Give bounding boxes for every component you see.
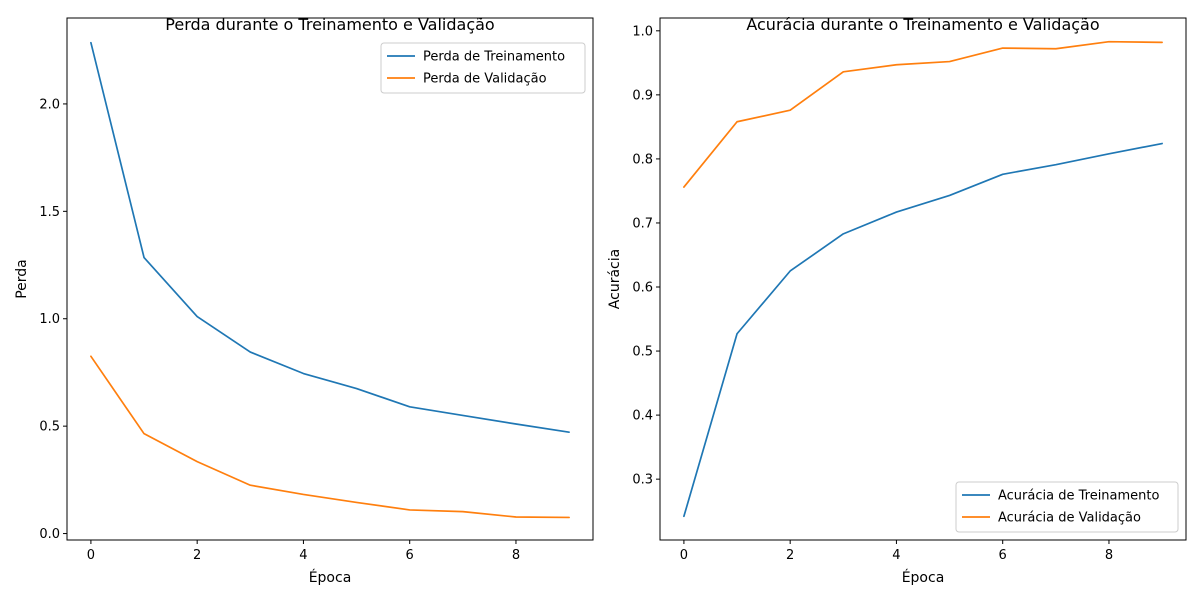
- y-axis-label: Perda: [14, 259, 30, 299]
- y-tick-label-3: 0.6: [632, 281, 653, 296]
- y-tick-label-4: 0.7: [632, 216, 653, 231]
- legend-label-0: Perda de Treinamento: [423, 50, 565, 65]
- series-line-1: [683, 40, 1163, 188]
- chart-title: Perda durante o Treinamento e Validação: [165, 15, 494, 34]
- y-tick-label-2: 0.5: [632, 345, 653, 360]
- legend-box: [955, 481, 1179, 533]
- x-tick-label-1: 2: [786, 548, 794, 563]
- x-tick-label-4: 8: [512, 548, 520, 563]
- x-tick-label-2: 4: [299, 548, 307, 563]
- legend-label-0: Acurácia de Treinamento: [998, 489, 1160, 504]
- legend: Acurácia de Treinamento Acurácia de Valid…: [955, 481, 1179, 533]
- y-tick-label-1: 0.4: [632, 409, 653, 424]
- y-tick-label-7: 1.0: [632, 24, 653, 39]
- x-axis-label: Época: [309, 569, 352, 586]
- x-tick-label-3: 6: [999, 548, 1007, 563]
- y-axis-label: Acurácia: [607, 249, 623, 309]
- loss-chart: 0 2 4 6 8 0.0 0.5 1.0 1.5 2.0 Perda durante o Trei…: [14, 15, 594, 586]
- x-tick-label-1: 2: [193, 548, 201, 563]
- y-tick-label-4: 2.0: [39, 97, 60, 112]
- legend-box: [380, 42, 586, 94]
- series-line-1: [90, 355, 570, 519]
- plot-frame: [66, 17, 594, 541]
- y-tick-label-3: 1.5: [39, 205, 60, 220]
- chart-title: Acurácia durante o Treinamento e Validaç…: [746, 15, 1099, 34]
- y-tick-label-2: 1.0: [39, 312, 60, 327]
- series-line-0: [683, 142, 1163, 518]
- x-tick-label-0: 0: [87, 548, 95, 563]
- x-tick-label-4: 8: [1105, 548, 1113, 563]
- x-axis-label: Época: [902, 569, 945, 586]
- x-tick-label-3: 6: [406, 548, 414, 563]
- y-tick-label-1: 0.5: [39, 420, 60, 435]
- accuracy-chart: 0 2 4 6 8 0.3 0.4 0.5 0.6 0.7 0.8 0.9 1.0 Acurácia du…: [607, 15, 1187, 586]
- legend: Perda de Treinamento Perda de Validação: [380, 42, 586, 94]
- y-tick-label-5: 0.8: [632, 152, 653, 167]
- x-tick-label-0: 0: [680, 548, 688, 563]
- y-tick-label-0: 0.3: [632, 473, 653, 488]
- series-line-0: [90, 41, 570, 434]
- x-tick-label-2: 4: [892, 548, 900, 563]
- plot-frame: [659, 17, 1187, 541]
- legend-label-1: Acurácia de Validação: [998, 511, 1141, 526]
- y-tick-label-6: 0.9: [632, 88, 653, 103]
- legend-label-1: Perda de Validação: [423, 72, 547, 87]
- y-tick-label-0: 0.0: [39, 527, 60, 542]
